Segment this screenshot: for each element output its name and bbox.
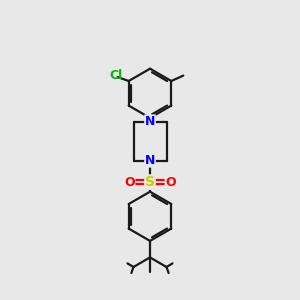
Text: N: N	[145, 154, 155, 167]
Text: S: S	[145, 175, 155, 189]
Text: O: O	[165, 176, 176, 189]
Text: N: N	[145, 115, 155, 128]
Text: Cl: Cl	[110, 69, 123, 82]
Text: O: O	[124, 176, 135, 189]
